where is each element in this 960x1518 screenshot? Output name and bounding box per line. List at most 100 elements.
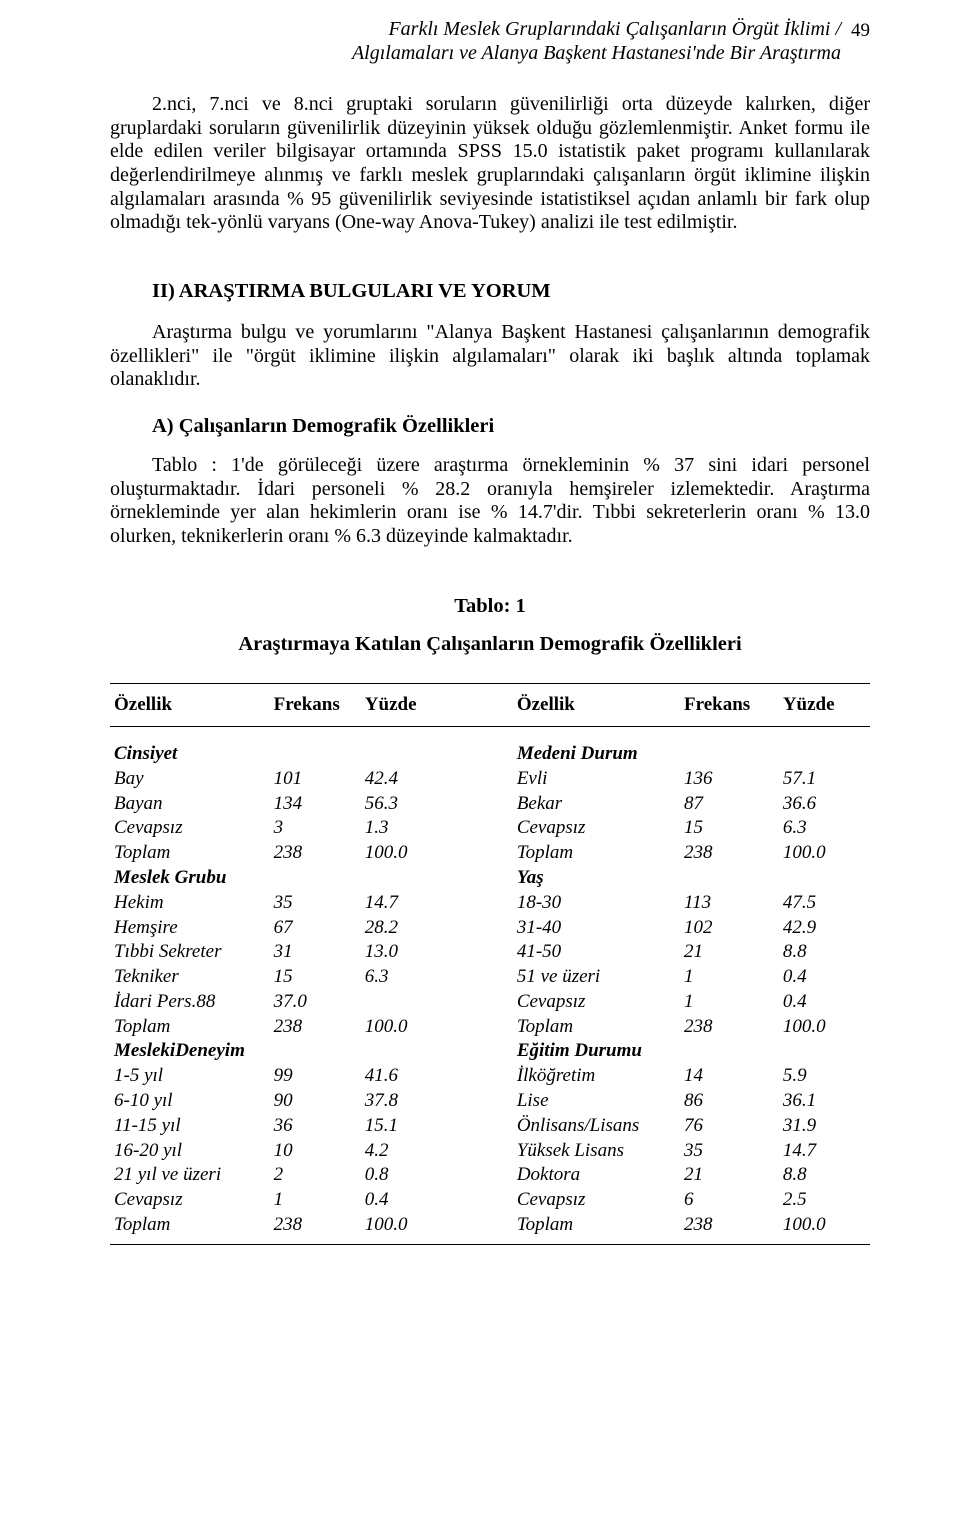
cell-label: 1-5 yıl (110, 1064, 270, 1089)
table-row: Bayan 134 56.3 Bekar 87 36.6 (110, 791, 870, 816)
cell-pct: 8.8 (779, 1163, 870, 1188)
table-row: Cevapsız 3 1.3 Cevapsız 15 6.3 (110, 816, 870, 841)
cell-label: Toplam (513, 841, 680, 866)
cell-freq: 99 (270, 1064, 361, 1089)
cell-freq: 6 (680, 1188, 779, 1213)
cell-freq: 134 (270, 791, 361, 816)
cell-label: 11-15 yıl (110, 1114, 270, 1139)
table-row: Hekim 35 14.7 18-30 113 47.5 (110, 891, 870, 916)
running-title-line-2: Algılamaları ve Alanya Başkent Hastanesi… (352, 42, 841, 64)
paragraph-demographic: Tablo : 1'de görüleceği üzere araştırma … (110, 454, 870, 548)
running-title-line-1: Farklı Meslek Gruplarındaki Çalışanların… (388, 18, 841, 40)
cell-freq: 21 (680, 1163, 779, 1188)
cell-freq: 238 (680, 1014, 779, 1039)
cell-label: 21 yıl ve üzeri (110, 1163, 270, 1188)
cell-freq: 1 (680, 990, 779, 1015)
cell-freq: 86 (680, 1089, 779, 1114)
cell-pct: 100.0 (779, 1014, 870, 1039)
table-row: Tekniker 15 6.3 51 ve üzeri 1 0.4 (110, 965, 870, 990)
cell-freq: 90 (270, 1089, 361, 1114)
cell-freq: 1 (270, 1188, 361, 1213)
cell-freq: 238 (270, 1213, 361, 1238)
cell-pct: 0.4 (361, 1188, 445, 1213)
cell-label: 16-20 yıl (110, 1138, 270, 1163)
cell-label: Cevapsız (110, 816, 270, 841)
running-header: Farklı Meslek Gruplarındaki Çalışanların… (110, 18, 870, 65)
cat-medeni: Medeni Durum (513, 727, 680, 767)
cell-label: Bayan (110, 791, 270, 816)
table-row: Cinsiyet Medeni Durum (110, 727, 870, 767)
cell-freq: 10 (270, 1138, 361, 1163)
cell-label: Hekim (110, 891, 270, 916)
cell-freq: 102 (680, 915, 779, 940)
cell-pct: 0.8 (361, 1163, 445, 1188)
cell-pct: 57.1 (779, 767, 870, 792)
heading-sub-a: A) Çalışanların Demografik Özellikleri (110, 414, 870, 438)
cell-freq: 15 (680, 816, 779, 841)
cell-pct: 1.3 (361, 816, 445, 841)
cell-pct: 36.6 (779, 791, 870, 816)
cat-deneyim: MeslekiDeneyim (110, 1039, 270, 1064)
cell-freq: 37.0 (270, 990, 361, 1015)
cell-label: Toplam (110, 1014, 270, 1039)
col-frekans-left: Frekans (270, 683, 361, 726)
cell-freq: 31 (270, 940, 361, 965)
table-row: Meslek Grubu Yaş (110, 866, 870, 891)
table-row: 16-20 yıl 10 4.2 Yüksek Lisans 35 14.7 (110, 1138, 870, 1163)
cell-pct: 4.2 (361, 1138, 445, 1163)
cell-label: Önlisans/Lisans (513, 1114, 680, 1139)
cell-pct: 31.9 (779, 1114, 870, 1139)
cell-freq: 67 (270, 915, 361, 940)
cell-freq: 35 (270, 891, 361, 916)
cell-pct: 100.0 (779, 841, 870, 866)
table-row: 21 yıl ve üzeri 2 0.8 Doktora 21 8.8 (110, 1163, 870, 1188)
cell-label: Doktora (513, 1163, 680, 1188)
cell-freq: 21 (680, 940, 779, 965)
cat-yas: Yaş (513, 866, 680, 891)
cell-label: 41-50 (513, 940, 680, 965)
cell-freq: 14 (680, 1064, 779, 1089)
cell-pct: 41.6 (361, 1064, 445, 1089)
col-ozellik-left: Özellik (110, 683, 270, 726)
cell-pct: 28.2 (361, 915, 445, 940)
cell-label: Tekniker (110, 965, 270, 990)
heading-section-ii: II) ARAŞTIRMA BULGULARI VE YORUM (110, 279, 870, 303)
table-row: Cevapsız 1 0.4 Cevapsız 6 2.5 (110, 1188, 870, 1213)
cell-label: Toplam (110, 1213, 270, 1238)
cell-freq: 136 (680, 767, 779, 792)
cell-label: Bekar (513, 791, 680, 816)
cell-pct: 42.9 (779, 915, 870, 940)
paragraph-methods: 2.nci, 7.nci ve 8.nci gruptaki soruların… (110, 93, 870, 235)
cell-pct: 5.9 (779, 1064, 870, 1089)
table-row: 6-10 yıl 90 37.8 Lise 86 36.1 (110, 1089, 870, 1114)
table-row: Toplam 238 100.0 Toplam 238 100.0 (110, 841, 870, 866)
cell-freq: 238 (680, 1213, 779, 1238)
cell-label: Bay (110, 767, 270, 792)
col-yuzde-right: Yüzde (779, 683, 870, 726)
cell-freq: 3 (270, 816, 361, 841)
col-ozellik-right: Özellik (513, 683, 680, 726)
cell-pct: 14.7 (779, 1138, 870, 1163)
cell-label: Toplam (110, 841, 270, 866)
running-title: Farklı Meslek Gruplarındaki Çalışanların… (352, 18, 841, 65)
table-row: Hemşire 67 28.2 31-40 102 42.9 (110, 915, 870, 940)
cell-freq: 238 (270, 841, 361, 866)
table-row: Toplam 238 100.0 Toplam 238 100.0 (110, 1014, 870, 1039)
cell-freq: 1 (680, 965, 779, 990)
cell-label: 6-10 yıl (110, 1089, 270, 1114)
cell-label: Cevapsız (110, 1188, 270, 1213)
cell-label: Hemşire (110, 915, 270, 940)
cell-label: Yüksek Lisans (513, 1138, 680, 1163)
cell-label: 18-30 (513, 891, 680, 916)
cell-pct: 13.0 (361, 940, 445, 965)
cell-freq: 76 (680, 1114, 779, 1139)
table-row: Toplam 238 100.0 Toplam 238 100.0 (110, 1213, 870, 1238)
table-row: MeslekiDeneyim Eğitim Durumu (110, 1039, 870, 1064)
col-frekans-right: Frekans (680, 683, 779, 726)
cell-label: 31-40 (513, 915, 680, 940)
cell-freq: 238 (680, 841, 779, 866)
cell-freq: 36 (270, 1114, 361, 1139)
cell-pct: 6.3 (361, 965, 445, 990)
cell-freq: 113 (680, 891, 779, 916)
cell-pct: 100.0 (361, 1213, 445, 1238)
